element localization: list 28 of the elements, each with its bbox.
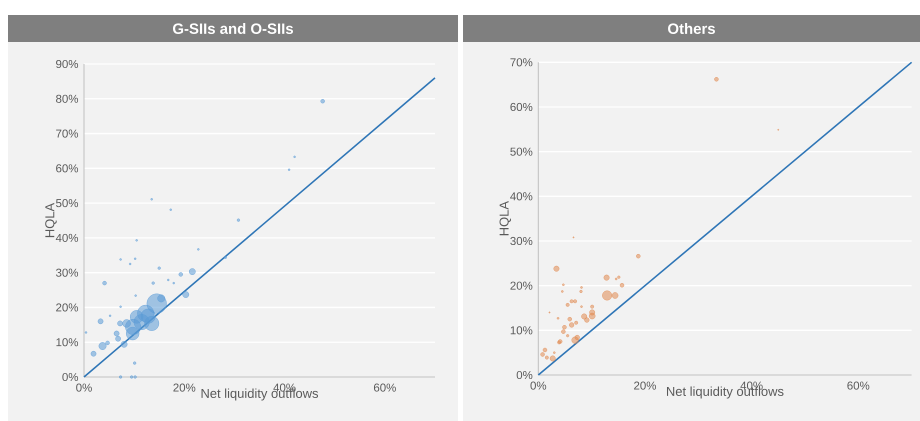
x-tick-label: 60%: [374, 384, 396, 392]
y-tick-label: 10%: [510, 326, 532, 334]
y-tick-label: 50%: [56, 199, 78, 208]
y-tick-label: 0%: [516, 370, 532, 380]
y-axis-title: HQLA: [45, 202, 57, 238]
y-tick-label: 50%: [510, 148, 532, 156]
chart-title: G-SIIs and O-SIIs: [172, 23, 294, 34]
y-tick-label: 90%: [56, 60, 78, 68]
y-tick-label: 40%: [56, 234, 78, 242]
y-tick-label: 20%: [56, 303, 78, 312]
y-tick-label: 10%: [56, 338, 78, 346]
x-tick-label: 60%: [847, 382, 870, 390]
x-tick-label: 20%: [173, 384, 196, 392]
y-tick-label: 0%: [62, 372, 78, 382]
y-tick-label: 40%: [510, 192, 532, 200]
x-tick-label: 20%: [634, 382, 656, 390]
y-tick-label: 30%: [510, 236, 532, 246]
y-tick-label: 70%: [56, 130, 78, 138]
y-tick-label: 60%: [510, 102, 532, 112]
y-tick-label: 60%: [56, 164, 78, 172]
x-tick-label: 0%: [76, 384, 92, 392]
y-tick-label: 70%: [510, 58, 532, 66]
x-tick-label: 0%: [530, 382, 546, 390]
y-tick-label: 30%: [56, 268, 78, 277]
y-axis-title: HQLA: [500, 201, 512, 236]
chart-title: Others: [668, 23, 715, 34]
y-tick-label: 80%: [56, 94, 78, 103]
y-tick-label: 20%: [510, 282, 532, 290]
